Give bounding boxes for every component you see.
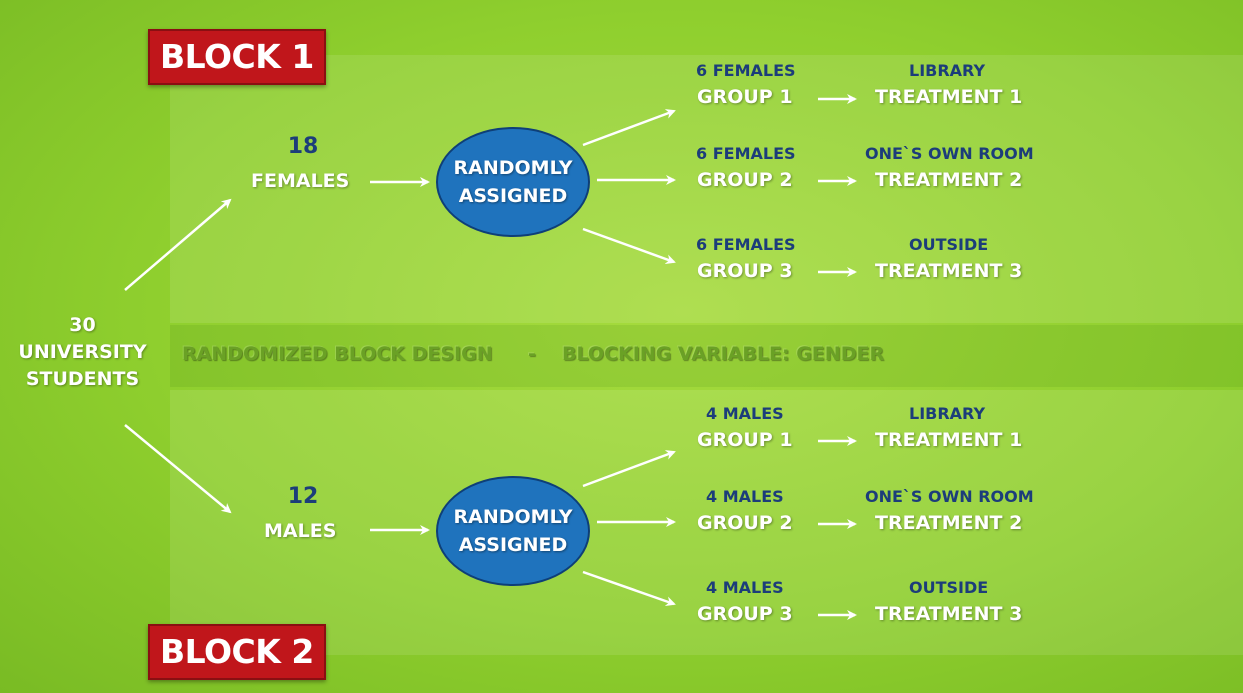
f-g3-treatment: TREATMENT 3: [875, 260, 1023, 282]
design-band: [170, 325, 1243, 387]
f-g1-group: GROUP 1: [697, 86, 793, 108]
m-g2-treatment: TREATMENT 2: [875, 512, 1023, 534]
f-g1-size: 6 FEMALES: [696, 61, 796, 80]
females-count: 18: [287, 134, 319, 159]
males-count: 12: [287, 484, 319, 509]
f-g3-place: OUTSIDE: [909, 235, 989, 254]
m-g3-size: 4 MALES: [706, 578, 784, 597]
arrow-m-assign-g3: [582, 570, 676, 607]
m-g3-group: GROUP 3: [697, 603, 793, 625]
root-node: 30 UNIVERSITY STUDENTS: [15, 312, 150, 393]
block-1-label: BLOCK 1: [148, 29, 326, 85]
assign-line1: RANDOMLY: [453, 157, 573, 179]
root-line2: STUDENTS: [25, 368, 140, 390]
females-label: FEMALES: [251, 170, 350, 192]
block-1-band: [170, 55, 1243, 323]
m-g2-group: GROUP 2: [697, 512, 793, 534]
arrow-root-to-males: [124, 424, 232, 514]
arrow-f-assign-g1: [582, 109, 676, 147]
arrow-root-to-females: [124, 198, 232, 291]
males-label: MALES: [264, 520, 337, 542]
f-g2-treatment: TREATMENT 2: [875, 169, 1023, 191]
block-2-band: [170, 390, 1243, 655]
arrow-m-assign-g1: [582, 450, 676, 488]
m-g1-size: 4 MALES: [706, 404, 784, 423]
f-g1-treatment: TREATMENT 1: [875, 86, 1023, 108]
assign-line1: RANDOMLY: [453, 506, 573, 528]
f-g3-size: 6 FEMALES: [696, 235, 796, 254]
m-g1-group: GROUP 1: [697, 429, 793, 451]
f-g1-place: LIBRARY: [909, 61, 986, 80]
block-2-label: BLOCK 2: [148, 624, 326, 680]
m-g1-place: LIBRARY: [909, 404, 986, 423]
females-random-assign: RANDOMLY ASSIGNED: [436, 127, 590, 237]
f-g2-place: ONE`S OWN ROOM: [865, 144, 1034, 163]
m-g2-size: 4 MALES: [706, 487, 784, 506]
root-count: 30: [69, 314, 96, 336]
arrow-f-assign-g3: [582, 227, 676, 264]
design-title: RANDOMIZED BLOCK DESIGN: [182, 343, 493, 365]
males-random-assign: RANDOMLY ASSIGNED: [436, 476, 590, 586]
f-g2-group: GROUP 2: [697, 169, 793, 191]
blocking-variable: BLOCKING VARIABLE: GENDER: [562, 343, 885, 365]
m-g3-place: OUTSIDE: [909, 578, 989, 597]
assign-line2: ASSIGNED: [458, 534, 568, 556]
f-g2-size: 6 FEMALES: [696, 144, 796, 163]
m-g2-place: ONE`S OWN ROOM: [865, 487, 1034, 506]
design-separator: -: [528, 343, 536, 365]
m-g1-treatment: TREATMENT 1: [875, 429, 1023, 451]
m-g3-treatment: TREATMENT 3: [875, 603, 1023, 625]
assign-line2: ASSIGNED: [458, 185, 568, 207]
root-line1: UNIVERSITY: [18, 341, 147, 363]
f-g3-group: GROUP 3: [697, 260, 793, 282]
